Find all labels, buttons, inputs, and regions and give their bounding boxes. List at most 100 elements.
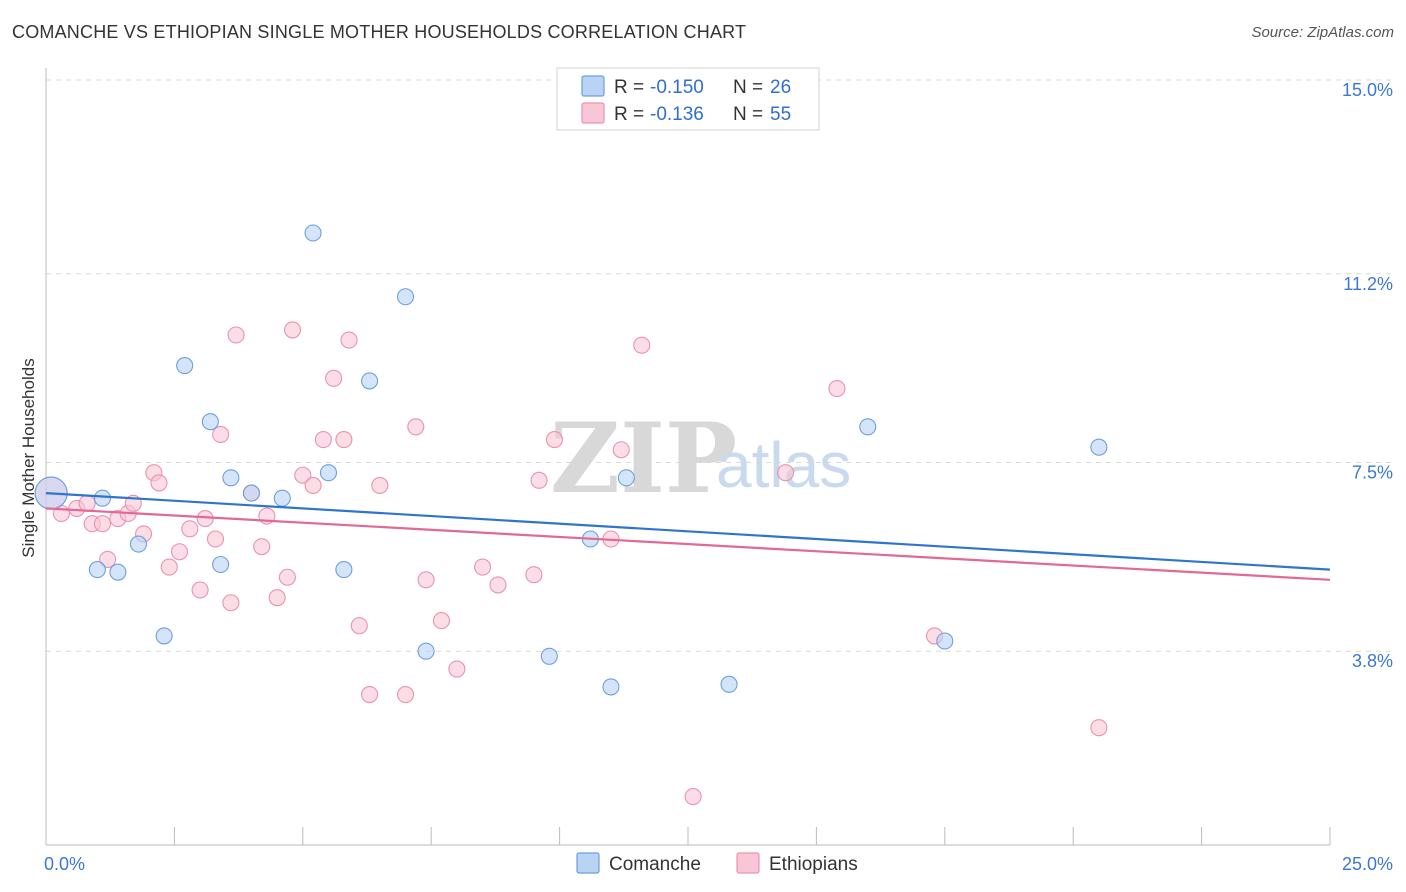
legend-n-value-ethiopians: 55	[770, 104, 791, 125]
ethiopian-point	[350, 617, 368, 635]
comanche-point	[396, 288, 415, 306]
ethiopian-point	[283, 321, 302, 339]
x-tick-label: 25.0%	[1342, 854, 1393, 874]
comanche-point	[859, 418, 877, 436]
bottom-legend-label-comanche: Comanche	[609, 854, 701, 875]
comanche-point	[109, 563, 127, 581]
ethiopian-point	[304, 476, 322, 495]
bottom-legend-swatch-ethiopians	[736, 852, 760, 874]
ethiopian-point	[206, 530, 225, 548]
comanche-point	[273, 489, 291, 507]
comanche-point	[936, 632, 954, 650]
ethiopian-point	[474, 558, 492, 576]
ethiopian-point	[325, 369, 343, 387]
ethiopian-point	[396, 685, 415, 704]
legend-n-label-ethiopians: N =	[733, 104, 763, 125]
y-tick-label: 3.8%	[1352, 651, 1393, 671]
chart-title: COMANCHE VS ETHIOPIAN SINGLE MOTHER HOUS…	[12, 22, 747, 42]
comanche-point	[417, 642, 435, 660]
comanche-point	[129, 535, 147, 553]
y-tick-label: 11.2%	[1343, 274, 1393, 294]
ethiopian-point	[1090, 719, 1108, 737]
comanche-point	[1090, 438, 1108, 456]
y-tick-labels: 3.8% 7.5% 11.2% 15.0%	[1342, 80, 1393, 671]
ethiopian-point	[278, 568, 296, 586]
ethiopian-point	[612, 441, 630, 459]
ethiopian-point	[170, 543, 189, 561]
ethiopian-point	[78, 494, 96, 512]
ethiopian-point	[222, 594, 240, 612]
ethiopian-point	[191, 581, 209, 599]
legend-swatch-ethiopians	[581, 102, 605, 124]
series-legend: Comanche Ethiopians	[576, 852, 858, 875]
watermark-zip: ZIP	[550, 402, 737, 515]
source-label: Source: ZipAtlas.com	[1251, 24, 1394, 41]
correlation-legend: R = -0.150 N = 26 R = -0.136 N = 55	[556, 67, 820, 131]
grid-lines	[46, 79, 1392, 652]
comanche-point	[242, 484, 260, 502]
ethiopian-point	[361, 685, 379, 704]
ethiopian-point	[777, 464, 795, 482]
comanche-trend-line	[45, 492, 1331, 571]
comanche-point	[212, 555, 230, 574]
comanche-point	[720, 675, 738, 693]
x-tick-labels: 0.0% 25.0%	[44, 854, 1393, 874]
comanche-point	[93, 489, 112, 507]
bottom-legend-swatch-comanche	[576, 852, 600, 874]
ethiopian-point	[530, 471, 548, 489]
comanche-point	[319, 464, 338, 482]
ethiopian-point	[525, 566, 543, 584]
comanche-point	[155, 627, 173, 645]
legend-n-value-comanche: 26	[770, 77, 791, 98]
ethiopian-point	[99, 550, 117, 568]
bottom-legend-label-ethiopians: Ethiopians	[769, 854, 858, 875]
ethiopian-point	[545, 430, 564, 449]
scatter-points	[34, 224, 1108, 806]
ethiopian-point	[633, 336, 651, 354]
ethiopian-point	[294, 466, 312, 484]
ethiopian-trend-line	[45, 507, 1331, 581]
ethiopian-point	[227, 326, 245, 344]
y-tick-label: 15.0%	[1342, 80, 1393, 100]
ethiopian-point	[448, 660, 466, 678]
legend-swatch-comanche	[581, 75, 605, 97]
comanche-point	[201, 413, 219, 431]
legend-r-value-comanche: -0.150	[650, 77, 704, 98]
comanche-point	[335, 561, 353, 579]
ethiopian-point	[212, 425, 230, 444]
ethiopian-point	[93, 515, 112, 533]
ethiopian-point	[268, 589, 286, 607]
ethiopian-point	[432, 612, 451, 630]
axes	[45, 68, 1331, 846]
legend-r-label-ethiopians: R =	[614, 104, 644, 125]
comanche-point	[602, 678, 620, 696]
ethiopian-point	[371, 476, 389, 495]
ethiopian-point	[417, 571, 435, 589]
ethiopian-point	[314, 430, 332, 449]
legend-r-value-ethiopians: -0.136	[650, 104, 704, 125]
comanche-point	[361, 372, 379, 390]
trend-lines	[45, 492, 1331, 581]
ethiopian-point	[335, 430, 353, 449]
comanche-point	[88, 561, 106, 579]
ethiopian-point	[828, 379, 846, 398]
ethiopian-point	[407, 418, 425, 436]
comanche-point	[540, 647, 558, 665]
ethiopian-point	[150, 474, 168, 492]
comanche-point	[304, 224, 322, 242]
comanche-point	[617, 469, 635, 487]
ethiopian-point	[684, 787, 702, 806]
comanche-point	[176, 357, 194, 375]
comanche-point	[222, 469, 240, 487]
ethiopian-point	[160, 558, 178, 576]
legend-r-label-comanche: R =	[614, 77, 644, 98]
y-axis-label: Single Mother Households	[19, 358, 38, 557]
ethiopian-point	[253, 538, 271, 556]
ethiopian-point	[489, 576, 507, 594]
y-tick-label: 7.5%	[1352, 463, 1393, 483]
ethiopian-point	[181, 520, 199, 538]
x-tick-label: 0.0%	[44, 854, 85, 874]
legend-n-label-comanche: N =	[733, 77, 763, 98]
ethiopian-point	[340, 331, 358, 349]
